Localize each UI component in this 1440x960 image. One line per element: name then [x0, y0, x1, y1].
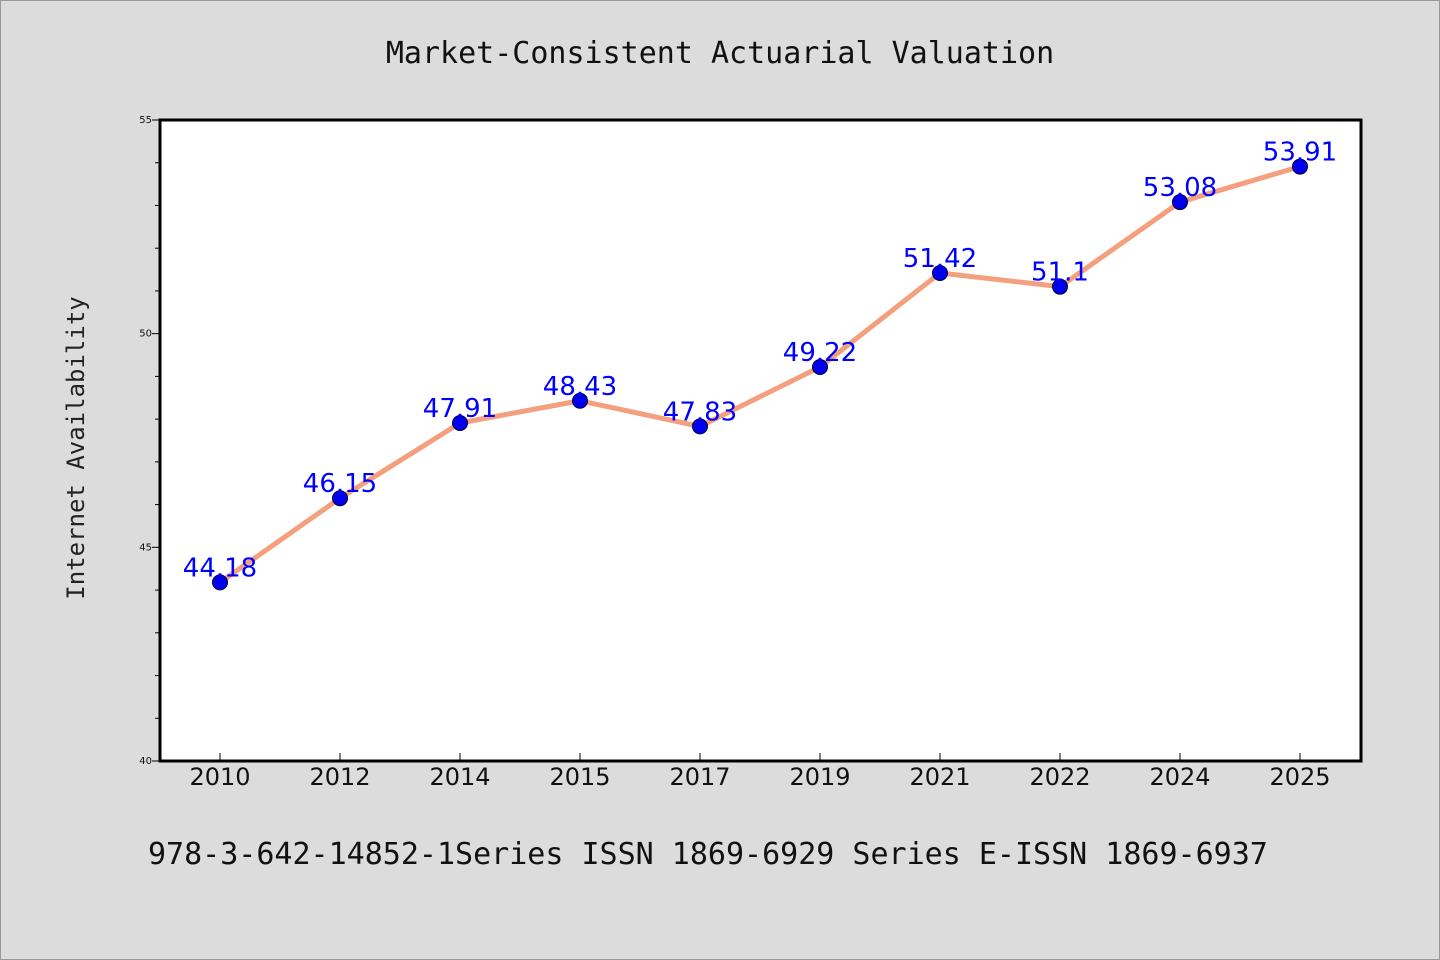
data-label: 51.1: [1031, 258, 1089, 288]
x-tick-label: 2014: [429, 763, 490, 791]
data-label: 47.91: [423, 394, 497, 424]
data-label: 49.22: [783, 338, 857, 368]
x-tick-label: 2024: [1149, 763, 1210, 791]
data-point: [212, 574, 228, 591]
data-label: 46.15: [303, 469, 377, 499]
data-point: [1052, 278, 1068, 295]
data-point: [332, 490, 348, 507]
y-axis: 40 45 50 55: [139, 115, 160, 767]
x-tick-label: 2015: [549, 763, 610, 791]
y-tick-label: 55: [139, 115, 152, 126]
data-point: [812, 358, 828, 375]
y-tick-label: 50: [139, 329, 152, 340]
data-label: 53.08: [1143, 173, 1217, 203]
x-tick-label: 2010: [189, 763, 250, 791]
data-point: [452, 414, 468, 431]
x-tick-label: 2025: [1269, 763, 1330, 791]
data-label: 53.91: [1263, 138, 1337, 168]
x-tick-label: 2022: [1029, 763, 1090, 791]
data-label: 47.83: [663, 397, 737, 427]
x-axis: 2010 2012 2014 2015 2017 2019 2021 2022 2024 2025: [189, 753, 1331, 791]
data-point: [932, 264, 948, 281]
data-label: 48.43: [543, 372, 617, 402]
series-layer: 44.18 46.15 47.91 48.43 47.83 49.22 51.42 51.1 5…: [183, 138, 1337, 591]
x-tick-label: 2021: [909, 763, 970, 791]
footer-text: 978-3-642-14852-1Series ISSN 1869-6929 S…: [148, 837, 1268, 872]
x-tick-label: 2012: [309, 763, 370, 791]
y-axis-label: Internet Availability: [62, 296, 90, 599]
y-tick-label: 40: [139, 756, 152, 767]
plot-area: [160, 120, 1361, 761]
series-line: [217, 164, 1303, 585]
chart-title: Market-Consistent Actuarial Valuation: [386, 36, 1054, 71]
data-point: [692, 418, 708, 435]
x-tick-label: 2017: [669, 763, 730, 791]
data-point: [1292, 158, 1308, 175]
data-point: [1172, 194, 1188, 211]
data-label: 51.42: [903, 244, 977, 274]
data-label: 44.18: [183, 553, 257, 583]
plot-frame: [158, 118, 1363, 763]
data-point: [572, 392, 588, 409]
y-tick-label: 45: [139, 542, 152, 553]
x-tick-label: 2019: [789, 763, 850, 791]
